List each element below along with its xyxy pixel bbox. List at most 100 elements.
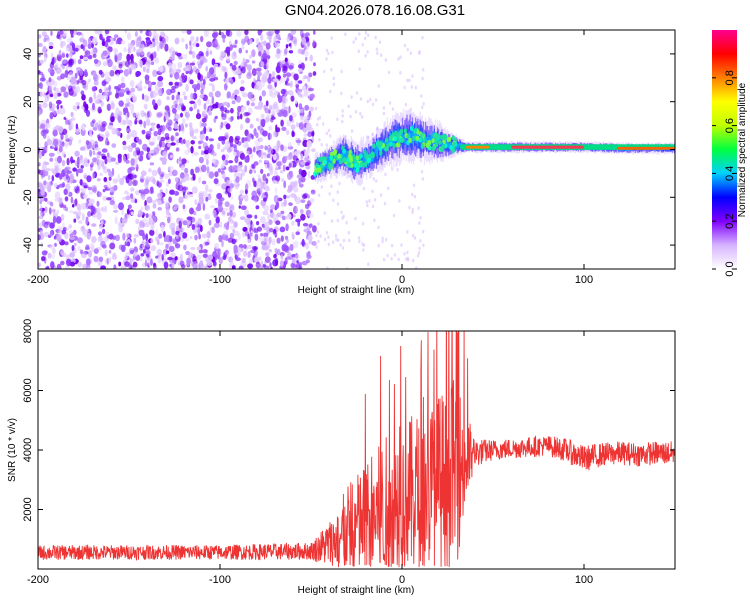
noise-dot [106,38,111,43]
noise-dot [133,266,136,269]
noise-dot [295,83,300,89]
noise-dot [257,44,264,52]
noise-dot [282,164,286,172]
noise-dot [212,103,218,109]
noise-dot [286,213,292,220]
noise-dot [194,128,199,134]
noise-dot [399,55,402,59]
noise-dot [224,201,230,208]
noise-dot [185,250,190,256]
noise-dot [177,184,184,192]
noise-dot [268,219,273,225]
snr-x-axis-label: Height of straight line (km) [298,585,415,596]
trace-band [404,133,406,144]
noise-dot [195,254,202,260]
noise-dot [130,265,133,269]
noise-dot [239,113,243,120]
noise-dot [305,56,308,62]
noise-dot [51,56,55,65]
noise-dot [241,137,245,144]
noise-dot [193,229,198,234]
noise-dot [377,84,380,88]
noise-dot [284,48,288,55]
noise-dot [70,111,74,118]
noise-dot [341,216,344,220]
noise-dot [412,258,415,263]
noise-dot [295,263,301,269]
noise-dot [254,196,258,203]
trace-core [315,162,319,168]
noise-dot [267,132,271,141]
noise-dot [196,83,201,91]
noise-dot [226,212,230,217]
noise-dot [126,32,132,40]
noise-dot [376,126,379,131]
noise-dot [208,138,214,142]
noise-dot [384,172,387,177]
noise-dot [184,167,189,174]
noise-dot [254,80,258,84]
noise-dot [118,202,124,211]
noise-dot [131,64,136,71]
noise-dot [72,105,76,110]
noise-dot [284,235,289,240]
noise-dot [268,125,273,131]
noise-dot [327,235,330,239]
noise-dot [388,101,392,105]
noise-dot [229,209,233,217]
spectrogram-x-ticks: -200 -100 0 100 [27,30,593,286]
noise-dot [287,142,292,148]
noise-dot [253,181,257,187]
noise-dot [264,256,271,263]
noise-dot [403,43,407,48]
noise-dot [297,68,303,73]
noise-dot [198,145,202,150]
noise-dot [52,127,58,131]
noise-dot [200,164,207,173]
noise-dot [304,115,309,120]
noise-dot [139,30,143,34]
noise-dot [275,201,280,209]
noise-dot [244,155,250,163]
trace-band [446,141,449,145]
noise-dot [205,135,209,141]
noise-dot [156,99,162,106]
noise-dot [361,242,364,246]
noise-dot [269,262,272,268]
noise-dot [185,123,188,128]
noise-dot [300,176,306,183]
noise-dot [298,108,304,114]
noise-dot [266,173,270,177]
noise-dot [262,173,267,182]
noise-dot [345,220,348,225]
noise-dot [88,96,93,104]
noise-dot [421,177,425,181]
noise-dot [180,30,187,34]
noise-dot [225,46,231,54]
trace-band [328,159,331,164]
noise-dot [270,30,274,35]
noise-dot [218,257,223,265]
noise-dot [181,118,186,125]
noise-dot [182,194,189,199]
noise-dot [307,194,310,199]
noise-dot [80,187,85,193]
noise-dot [38,42,43,47]
noise-dot [259,137,264,142]
trace-core [379,150,383,156]
noise-dot [91,223,97,227]
noise-dot [90,161,95,167]
noise-dot [242,226,248,232]
noise-dot [281,126,287,131]
noise-dot [91,185,97,191]
noise-dot [48,77,52,83]
noise-dot [285,195,291,199]
noise-dot [39,59,45,64]
noise-dot [188,207,195,215]
noise-dot [127,66,132,72]
noise-dot [190,146,194,154]
noise-dot [151,81,157,86]
noise-dot [87,43,92,49]
